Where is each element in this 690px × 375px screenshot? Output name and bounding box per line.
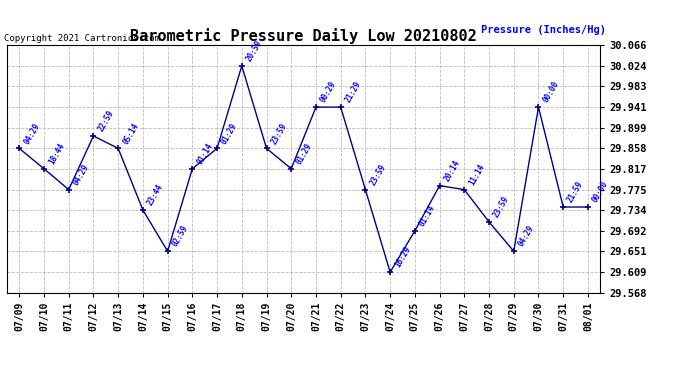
Text: 11:14: 11:14 [467, 162, 486, 187]
Text: 04:29: 04:29 [517, 224, 536, 249]
Text: Pressure (Inches/Hg): Pressure (Inches/Hg) [481, 25, 607, 35]
Text: 00:29: 00:29 [319, 80, 338, 104]
Text: 01:29: 01:29 [220, 121, 239, 146]
Text: 20:14: 20:14 [442, 158, 462, 183]
Text: 20:59: 20:59 [244, 39, 264, 63]
Text: 05:14: 05:14 [121, 121, 140, 146]
Text: 23:59: 23:59 [269, 121, 288, 146]
Text: 01:14: 01:14 [417, 204, 437, 228]
Text: 04:29: 04:29 [72, 162, 91, 187]
Text: 21:29: 21:29 [344, 80, 363, 104]
Text: 02:59: 02:59 [170, 224, 190, 249]
Text: 23:59: 23:59 [368, 162, 388, 187]
Text: 23:59: 23:59 [492, 195, 511, 219]
Text: 18:44: 18:44 [47, 141, 66, 166]
Text: 23:44: 23:44 [146, 183, 165, 207]
Text: 21:59: 21:59 [566, 180, 585, 204]
Text: 00:00: 00:00 [541, 80, 560, 104]
Text: 01:29: 01:29 [294, 141, 313, 166]
Text: 01:14: 01:14 [195, 141, 215, 166]
Text: 04:29: 04:29 [22, 121, 41, 146]
Text: 22:59: 22:59 [96, 109, 115, 133]
Text: 00:00: 00:00 [591, 180, 610, 204]
Text: 16:29: 16:29 [393, 245, 412, 269]
Title: Barometric Pressure Daily Low 20210802: Barometric Pressure Daily Low 20210802 [130, 28, 477, 44]
Text: Copyright 2021 Cartronics.com: Copyright 2021 Cartronics.com [4, 33, 160, 42]
